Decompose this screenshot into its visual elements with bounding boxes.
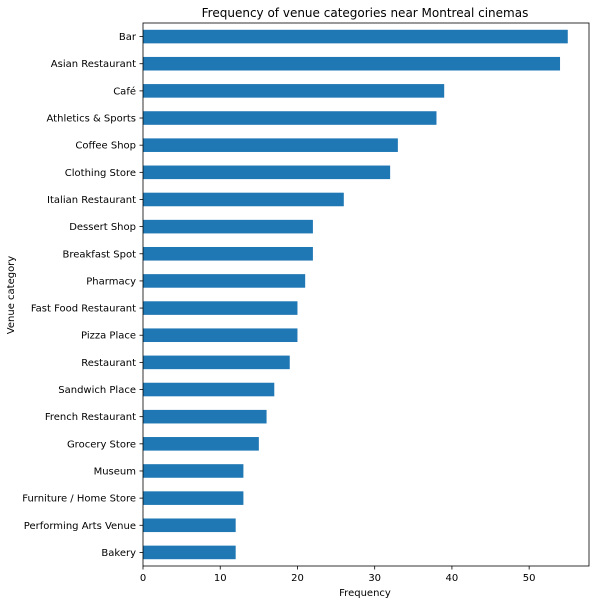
y-tick-label: Clothing Store — [65, 168, 136, 179]
y-tick-label: Pharmacy — [86, 276, 136, 287]
chart-title: Frequency of venue categories near Montr… — [202, 6, 529, 20]
y-tick-label: French Restaurant — [45, 412, 136, 423]
plot-frame — [142, 22, 590, 567]
bar — [143, 382, 275, 397]
y-tick-label: Bakery — [101, 548, 136, 559]
bar — [143, 437, 259, 451]
y-tick-label: Sandwich Place — [58, 385, 136, 396]
y-tick-label: Museum — [94, 466, 136, 477]
bar — [143, 84, 445, 98]
y-tick-label: Pizza Place — [81, 331, 136, 342]
bar — [143, 328, 298, 343]
y-tick-label: Café — [113, 85, 136, 97]
bar — [143, 464, 244, 478]
bar — [143, 138, 398, 152]
bar — [143, 409, 267, 424]
x-tick-label: 40 — [446, 573, 459, 584]
y-axis-ticks: Bar Asian Restaurant Café Athletics & Sport… — [22, 32, 143, 559]
bar — [143, 111, 437, 125]
bar — [143, 301, 298, 315]
bar — [143, 274, 306, 288]
y-tick-label: Athletics & Sports — [47, 114, 136, 125]
bar — [143, 165, 391, 180]
bar — [143, 219, 313, 234]
bar — [143, 491, 244, 505]
y-axis-label: Venue category — [6, 256, 17, 335]
bar — [143, 518, 236, 533]
bar — [143, 192, 344, 207]
y-tick-label: Furniture / Home Store — [22, 494, 136, 505]
y-tick-label: Fast Food Restaurant — [31, 304, 136, 315]
y-tick-label: Italian Restaurant — [47, 195, 136, 206]
bar — [143, 355, 290, 370]
x-tick-label: 30 — [368, 573, 381, 584]
x-tick-label: 0 — [140, 573, 146, 584]
x-tick-label: 20 — [291, 573, 304, 584]
x-tick-label: 10 — [214, 573, 227, 584]
x-axis-ticks: 0 10 20 30 40 50 — [140, 566, 536, 584]
bar — [143, 545, 236, 560]
y-tick-label: Performing Arts Venue — [24, 521, 136, 532]
bar — [143, 29, 568, 44]
y-tick-label: Asian Restaurant — [51, 59, 136, 70]
y-tick-label: Coffee Shop — [75, 141, 136, 152]
y-tick-label: Grocery Store — [67, 439, 136, 450]
bar — [143, 246, 313, 261]
y-tick-label: Dessert Shop — [69, 222, 136, 233]
y-tick-label: Bar — [119, 32, 137, 43]
bars-group — [143, 29, 568, 560]
bar — [143, 56, 561, 71]
x-axis-label: Frequency — [339, 588, 391, 599]
y-tick-label: Breakfast Spot — [62, 249, 136, 260]
x-tick-label: 50 — [523, 573, 536, 584]
y-tick-label: Restaurant — [81, 358, 136, 369]
